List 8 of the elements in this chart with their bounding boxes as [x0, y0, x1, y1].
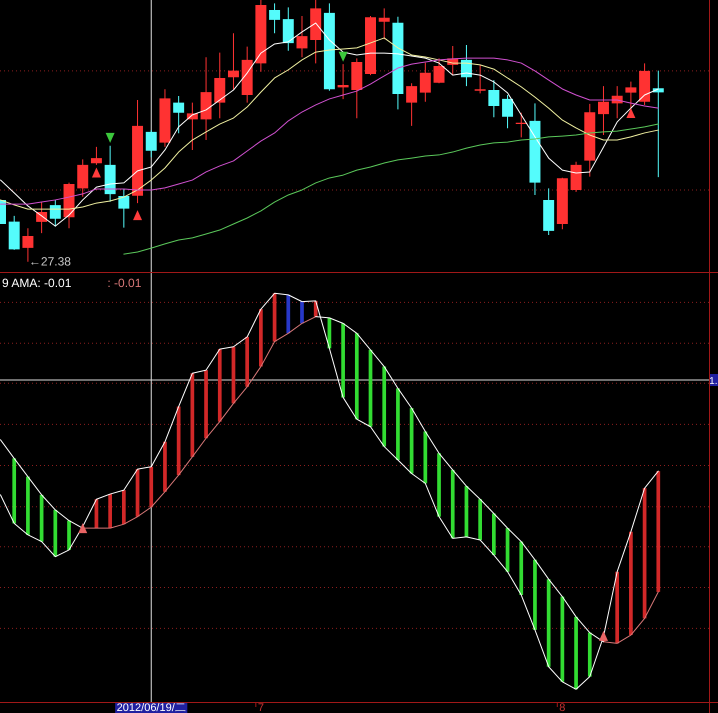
x-tick-label: 7 [258, 702, 264, 713]
x-tick-label: 8 [559, 702, 566, 713]
annotation: : -0.01 [107, 276, 142, 290]
ref-line-label: 1. [709, 376, 718, 388]
x-tick-label: 2012/06/19/二 [115, 702, 188, 713]
ref-line-label: 1. [709, 374, 718, 388]
annotation: ←27.38 [28, 254, 71, 269]
annotation: 9 AMA: -0.01 [2, 276, 72, 290]
